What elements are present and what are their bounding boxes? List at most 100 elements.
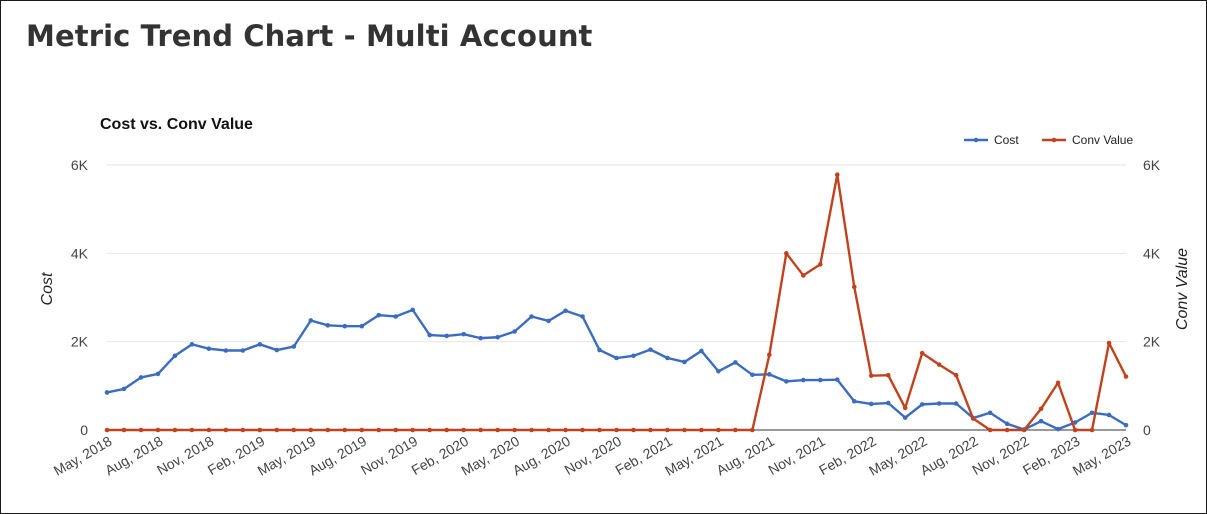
conv-value-point [172,427,178,433]
conv-value-point [563,427,568,433]
cost-point [529,314,534,319]
cost-point [495,334,500,340]
legend-item-cost: Cost [964,133,1019,147]
conv-value-point [104,427,110,433]
cost-point [580,314,585,319]
conv-value-point [1038,406,1044,412]
conv-value-point [308,427,314,433]
conv-value-point [919,350,925,356]
y-axis-left-title: Cost [39,272,56,305]
conv-value-point [597,427,602,433]
conv-value-point [291,427,297,433]
x-tick-label: Nov, 2021 [765,433,828,478]
cost-point [393,314,399,319]
cost-point [1106,412,1112,418]
legend-item-conv-value: Conv Value [1042,133,1133,147]
cost-point [682,359,687,365]
conv-value-point [970,416,976,421]
cost-point [597,347,602,353]
x-tick-label: May, 2020 [458,433,522,479]
gridlines [107,164,1126,343]
cost-point [308,318,314,323]
conv-value-point [529,427,534,433]
cost-point [1089,410,1095,416]
cost-point [834,377,840,382]
cost-point [359,323,365,329]
y-axis-right-title: Conv Value [1174,248,1191,330]
x-tick-label: Aug, 2020 [510,433,573,479]
cost-point [868,401,874,407]
cost-point [1038,418,1044,424]
series-conv-value [104,172,1129,433]
conv-value-point [512,427,517,433]
conv-value-point [155,427,161,433]
conv-value-point [733,427,738,433]
conv-value-point [885,372,891,378]
conv-value-point [121,427,127,433]
y-right-tick-label: 0 [1143,422,1151,438]
cost-point [240,348,246,353]
cost-point [699,348,704,354]
cost-point [444,333,449,339]
cost-point [851,398,857,404]
conv-value-point [138,427,144,433]
conv-value-point [393,427,399,433]
conv-value-point [580,427,585,433]
x-tick-label: Nov, 2022 [969,433,1032,478]
conv-value-point [478,427,483,433]
conv-value-point [1004,427,1010,433]
cost-point [478,335,483,341]
conv-value-point [784,251,789,256]
cost-point [155,371,161,377]
cost-point [172,353,178,359]
cost-point [716,368,721,374]
x-tick-label: May, 2023 [1070,433,1134,479]
cost-point [342,323,348,329]
conv-value-point [359,427,365,433]
cost-point [427,332,432,338]
x-tick-label: Aug, 2021 [714,433,777,479]
conv-value-line [107,173,1128,432]
conv-value-point [1055,380,1061,386]
y-right-tick-label: 6K [1143,157,1161,173]
conv-value-point [427,427,432,433]
legend-marker [973,137,979,143]
y-right-tick-label: 4K [1143,245,1161,261]
cost-point [750,372,755,378]
cost-point [631,353,636,359]
cost-point [919,402,925,407]
conv-value-point [614,427,619,433]
page-title: Metric Trend Chart - Multi Account [26,19,593,53]
y-left-tick-label: 2K [71,334,89,350]
conv-value-point [461,427,466,433]
legend: Cost Conv Value [964,133,1133,147]
conv-value-point [376,427,382,433]
conv-value-point [834,172,840,178]
conv-value-point [1021,427,1027,433]
cost-point [121,386,127,392]
cost-point [953,401,959,406]
cost-point [902,415,908,420]
cost-point [784,379,789,384]
conv-value-point [801,273,806,278]
conv-value-point [767,352,772,358]
conv-value-point [682,427,687,433]
cost-point [665,355,670,361]
cost-point [885,400,891,406]
x-tick-label: May, 2019 [255,433,319,479]
conv-value-point [1106,340,1112,346]
conv-value-point [750,427,755,433]
chart-title: Cost vs. Conv Value [100,116,253,133]
x-tick-label: Aug, 2018 [102,433,165,479]
cost-point [325,323,331,328]
conv-value-point [240,427,246,433]
conv-value-point [987,427,993,433]
cost-point [274,347,280,353]
cost-point [987,410,993,416]
cost-point [376,312,382,318]
conv-value-point [665,427,670,433]
conv-value-point [868,373,874,378]
conv-value-point [648,427,653,433]
